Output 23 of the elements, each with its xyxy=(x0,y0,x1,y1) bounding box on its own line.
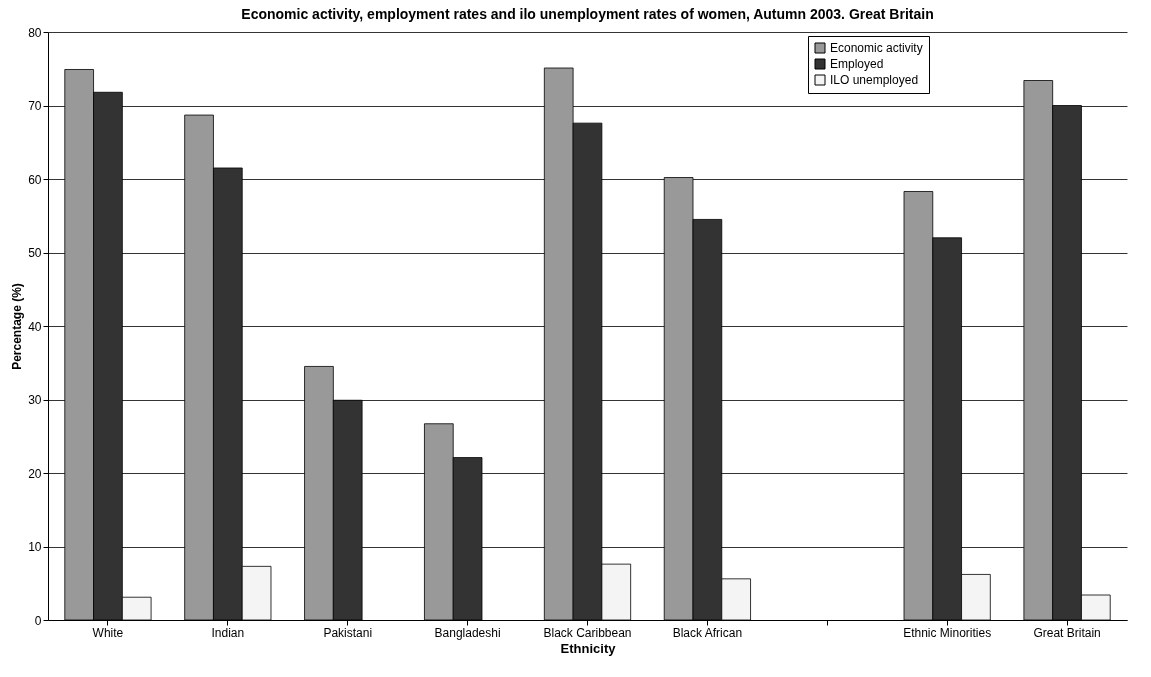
x-tick-label: Bangladeshi xyxy=(434,625,501,640)
y-tick-label: 20 xyxy=(28,466,42,481)
y-tick-label: 70 xyxy=(28,99,42,113)
x-axis-title: Ethnicity xyxy=(560,640,617,656)
y-tick-label: 60 xyxy=(28,172,42,187)
x-tick-label: Indian xyxy=(211,625,245,640)
legend-label: Employed xyxy=(830,57,884,71)
x-tick-label: Pakistani xyxy=(323,625,373,640)
y-axis-title: Percentage (%) xyxy=(10,283,25,370)
y-tick-label: 0 xyxy=(34,613,42,628)
x-tick-label: Ethnic Minorities xyxy=(903,625,992,640)
y-tick-label: 80 xyxy=(28,25,42,40)
y-tick-label: 10 xyxy=(28,540,42,554)
legend-label: Economic activity xyxy=(830,41,923,55)
y-tick-label: 30 xyxy=(28,393,42,407)
chart-title: Economic activity, employment rates and ilo unemployment rates of women, Autumn 2003. Great Britain xyxy=(241,6,934,22)
x-tick-label: Black African xyxy=(672,625,743,640)
y-tick-label: 40 xyxy=(28,319,42,334)
x-tick-label: White xyxy=(92,625,124,640)
legend-label: ILO unemployed xyxy=(830,73,919,87)
x-tick-label: Great Britain xyxy=(1033,625,1101,640)
y-tick-label: 50 xyxy=(28,246,42,260)
x-tick-label: Black Caribbean xyxy=(543,625,632,640)
